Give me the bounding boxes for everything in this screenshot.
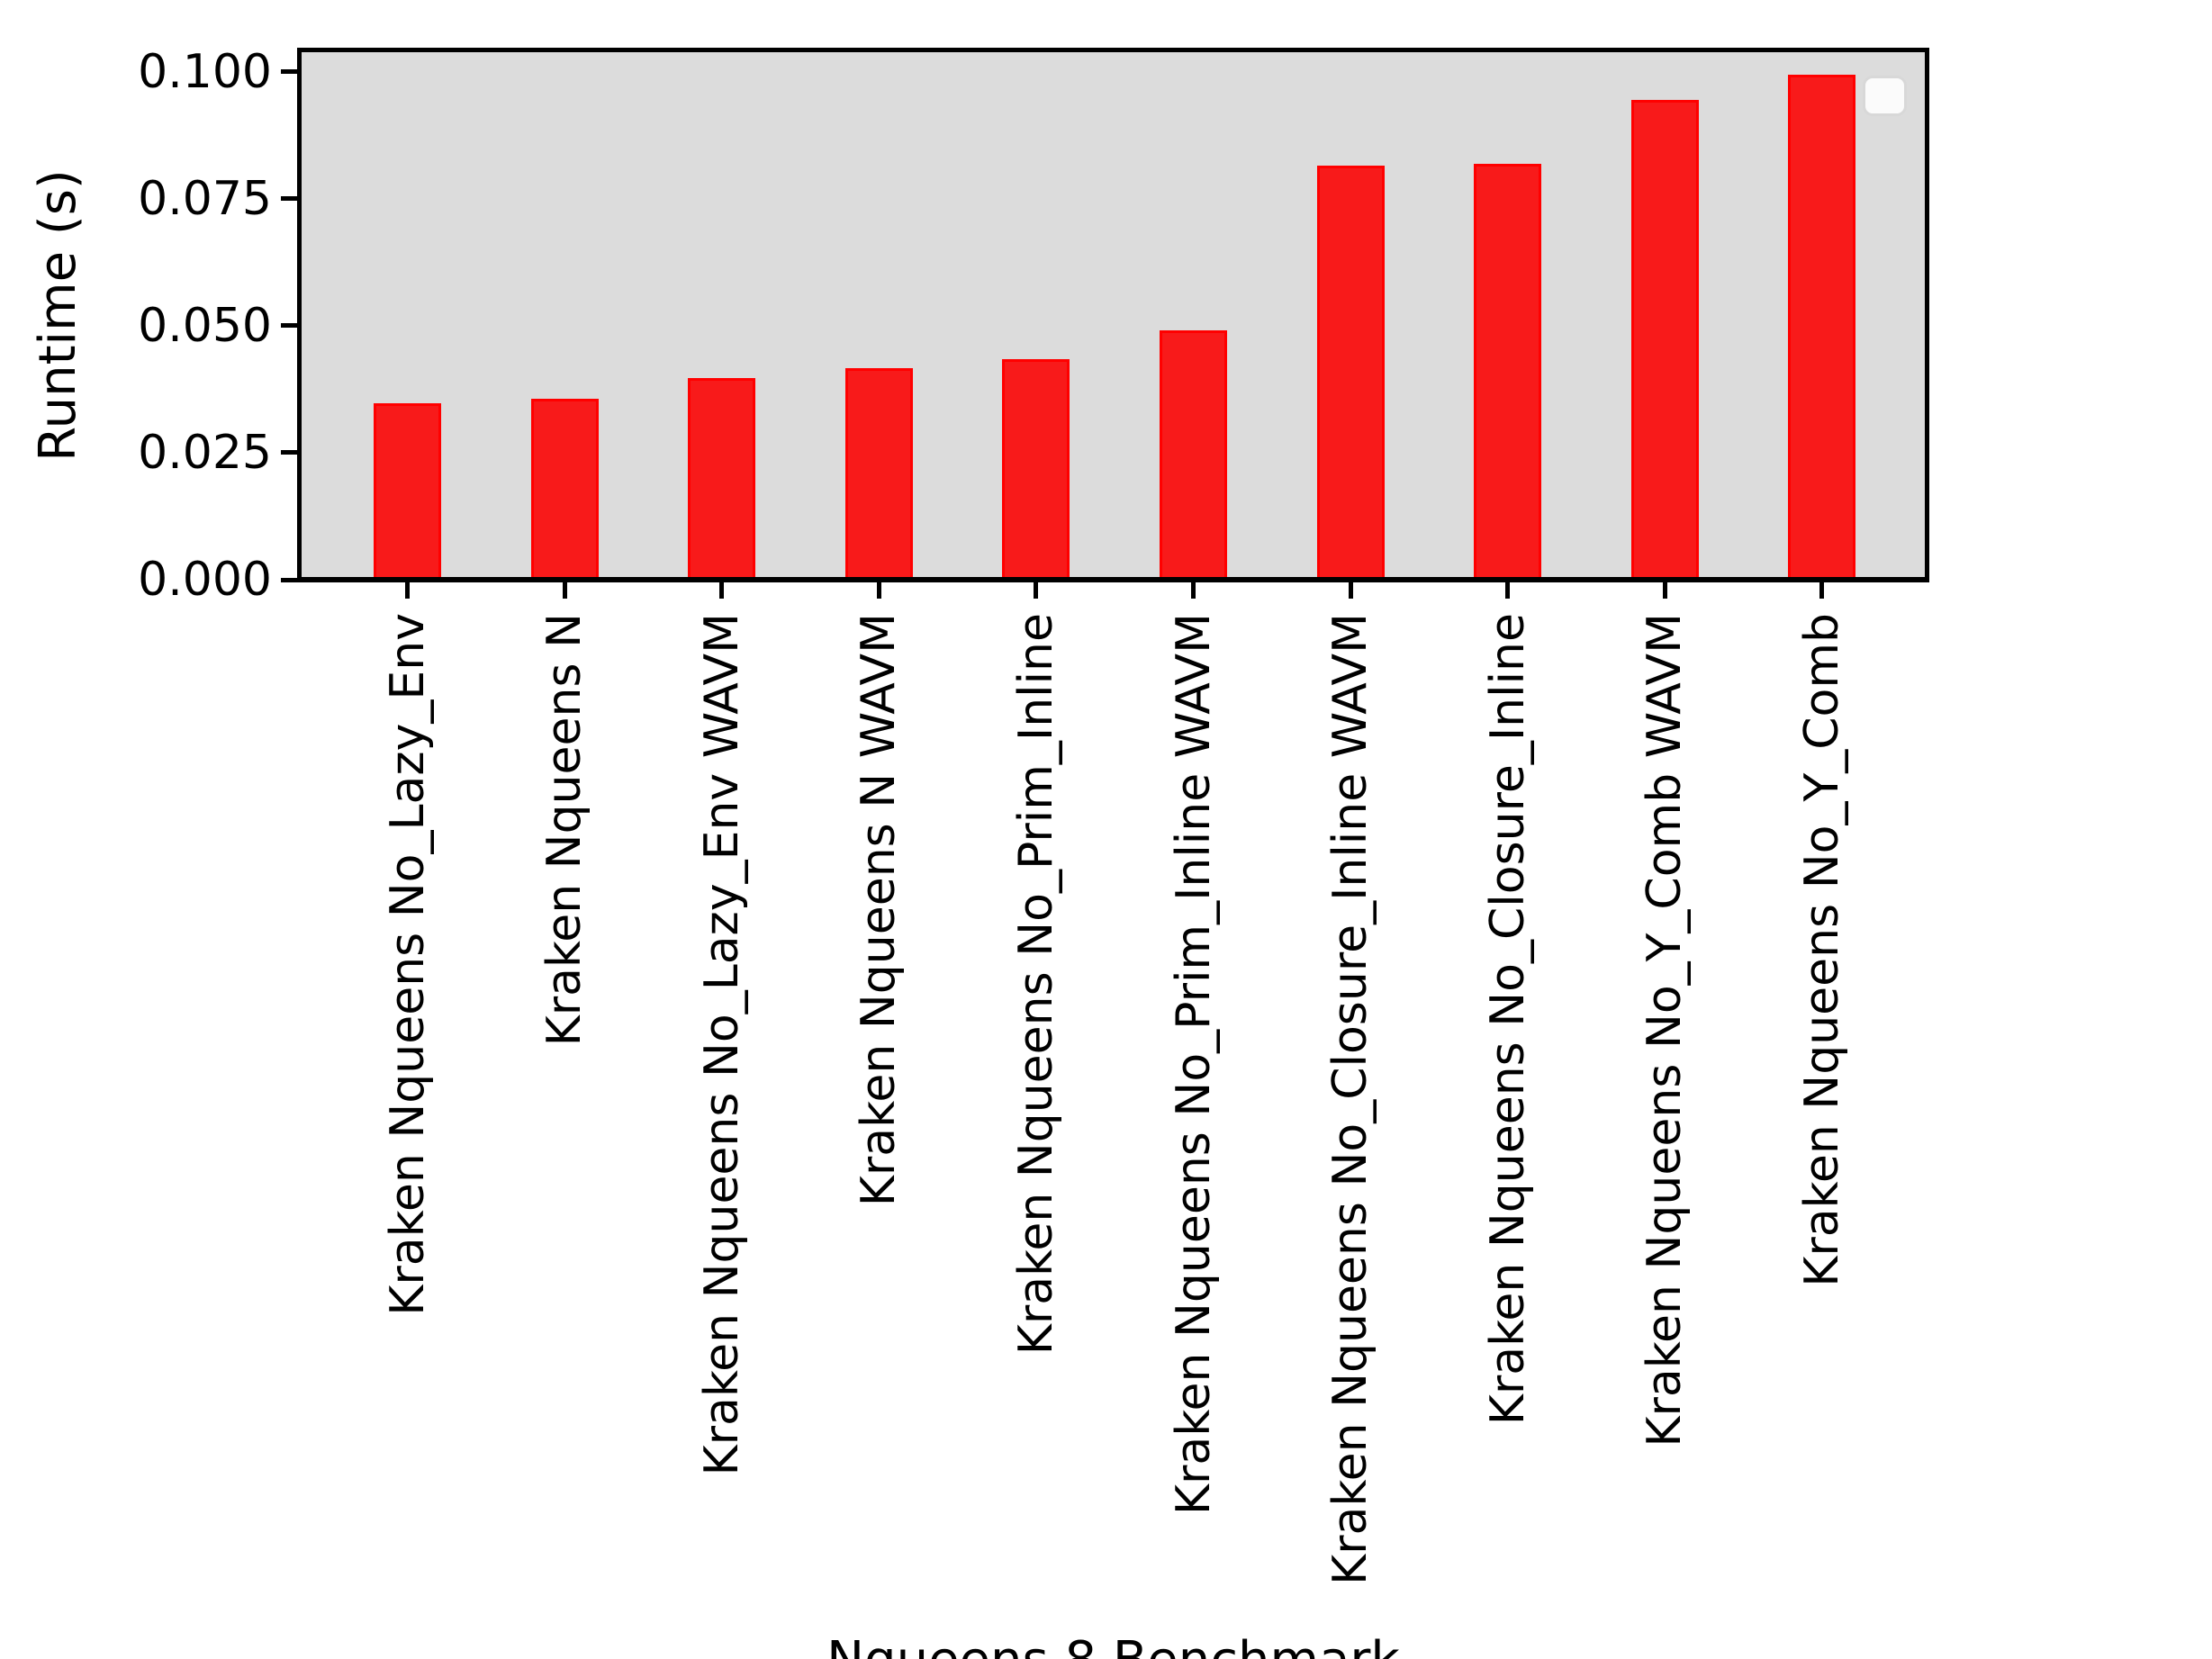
- x-tick-mark: [1505, 582, 1511, 599]
- x-tick-label: Kraken Nqueens No_Y_Comb WAVM: [1638, 613, 1693, 1447]
- x-tick-mark: [405, 582, 410, 599]
- y-tick-mark: [281, 323, 297, 329]
- x-tick-label: Kraken Nqueens No_Lazy_Env: [380, 613, 435, 1316]
- y-tick-label: 0.025: [138, 425, 272, 480]
- x-tick-mark: [562, 582, 567, 599]
- bar: [1160, 329, 1227, 580]
- bar: [1788, 75, 1856, 580]
- y-tick-label: 0.050: [138, 298, 272, 353]
- y-tick-label: 0.100: [138, 44, 272, 99]
- x-tick-label: Kraken Nqueens No_Lazy_Env WAVM: [694, 613, 749, 1476]
- plot-area: [300, 50, 1927, 580]
- bar: [530, 399, 599, 580]
- bar: [374, 403, 441, 580]
- x-tick-mark: [719, 582, 725, 599]
- y-tick-mark: [281, 69, 297, 75]
- bar: [688, 378, 756, 580]
- x-tick-mark: [1662, 582, 1667, 599]
- y-axis-label: Runtime (s): [28, 168, 87, 462]
- x-axis-label: Nqueens 8 Benchmark: [300, 1631, 1927, 1659]
- y-tick-mark: [281, 196, 297, 202]
- axis-spine-left: [297, 48, 302, 582]
- bar: [1630, 100, 1699, 580]
- x-tick-label: Kraken Nqueens No_Closure_Inline WAVM: [1323, 613, 1378, 1585]
- x-tick-mark: [1819, 582, 1825, 599]
- y-tick-label: 0.075: [138, 171, 272, 226]
- y-axis-label-wrap: Runtime (s): [16, 50, 99, 580]
- x-tick-mark: [1034, 582, 1039, 599]
- y-tick-label: 0.000: [138, 553, 272, 607]
- y-tick-mark: [281, 450, 297, 455]
- axis-spine-bottom: [297, 577, 1929, 582]
- bar: [1002, 359, 1070, 580]
- x-tick-label: Kraken Nqueens No_Closure_Inline: [1480, 613, 1535, 1426]
- x-tick-mark: [876, 582, 881, 599]
- x-tick-label: Kraken Nqueens N: [537, 613, 592, 1047]
- x-tick-label: Kraken Nqueens No_Prim_Inline WAVM: [1166, 613, 1221, 1516]
- x-tick-mark: [1348, 582, 1353, 599]
- x-tick-label: Kraken Nqueens N WAVM: [852, 613, 907, 1207]
- bar: [1474, 164, 1542, 580]
- legend-box: [1863, 76, 1907, 116]
- axis-spine-right: [1925, 48, 1929, 582]
- axis-spine-top: [297, 48, 1929, 52]
- x-tick-mark: [1191, 582, 1196, 599]
- x-tick-label: Kraken Nqueens No_Prim_Inline: [1008, 613, 1063, 1356]
- bar: [1316, 165, 1385, 580]
- bar: [844, 368, 913, 580]
- y-tick-mark: [281, 577, 297, 582]
- x-tick-label: Kraken Nqueens No_Y_Comb: [1794, 613, 1849, 1287]
